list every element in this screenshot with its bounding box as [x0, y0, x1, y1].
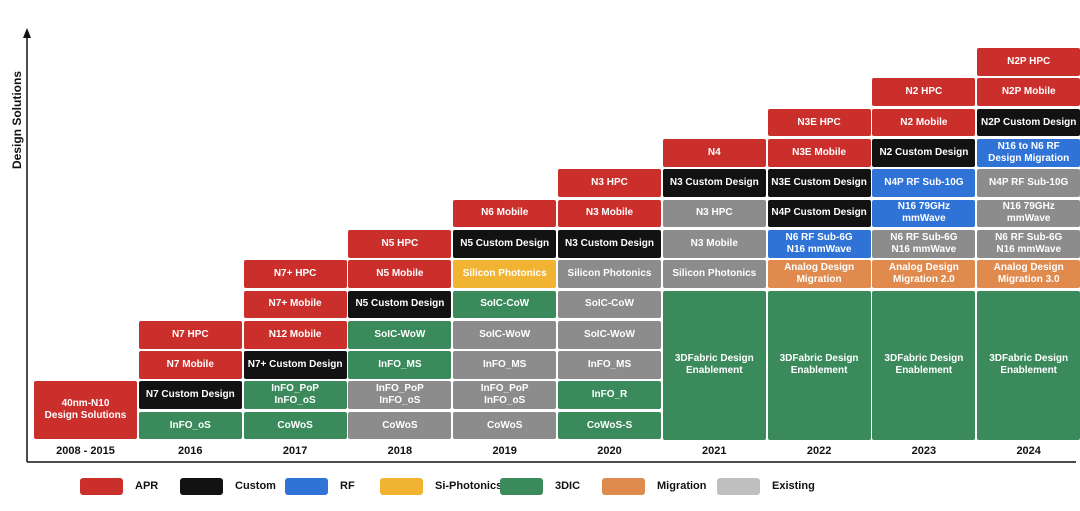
- solution-block-2023-n16-79ghz-mmwave: N16 79GHz mmWave: [872, 199, 976, 228]
- solution-block-2020-silicon-photonics: Silicon Photonics: [558, 260, 661, 288]
- solution-block-2021-n3-custom-design: N3 Custom Design: [662, 169, 766, 198]
- legend-item-migration: Migration: [602, 477, 707, 495]
- solution-block-2021-n3-hpc: N3 HPC: [662, 199, 766, 228]
- solution-block-2018-n5-mobile: N5 Mobile: [348, 260, 452, 288]
- solution-block-2018-info-ms: InFO_MS: [348, 351, 452, 379]
- solution-block-2020-cowos-s: CoWoS-S: [558, 411, 661, 440]
- legend-item-rf: RF: [285, 477, 355, 495]
- solution-block-2016-n7-custom-design: N7 Custom Design: [138, 381, 242, 410]
- solution-block-2023-n4p-rf-sub-10g: N4P RF Sub-10G: [872, 169, 976, 198]
- solution-block-2018-soic-wow: SoIC-WoW: [348, 320, 452, 349]
- legend-label-si-photonics: Si-Photonics: [435, 480, 503, 492]
- solution-block-2021-n4: N4: [662, 139, 766, 167]
- solution-block-2022-n6-rf-sub-6g-n16-mmwave: N6 RF Sub-6G N16 mmWave: [767, 229, 871, 258]
- solution-block-2024-n16-79ghz-mmwave: N16 79GHz mmWave: [977, 199, 1080, 228]
- solution-block-2020-info-ms: InFO_MS: [558, 351, 661, 379]
- solution-block-2022-n4p-custom-design: N4P Custom Design: [767, 199, 871, 228]
- year-label-2019: 2019: [492, 445, 517, 457]
- legend-label-existing: Existing: [772, 480, 815, 492]
- legend-item-custom: Custom: [180, 477, 276, 495]
- solution-block-2022-3dfabric-design-enablement: 3DFabric Design Enablement: [767, 290, 871, 440]
- solution-block-2017-n7-hpc: N7+ HPC: [243, 260, 347, 288]
- solution-block-2020-soic-wow: SoIC-WoW: [558, 320, 661, 349]
- solution-block-2023-analog-design-migration-2-0: Analog Design Migration 2.0: [872, 260, 976, 288]
- solution-block-2008-2015-40nm-n10-design-solutions: 40nm-N10 Design Solutions: [34, 381, 137, 440]
- solution-block-2018-cowos: CoWoS: [348, 411, 452, 440]
- solution-block-2017-n7-custom-design: N7+ Custom Design: [243, 351, 347, 379]
- year-label-2023: 2023: [911, 445, 937, 457]
- legend-swatch-3dic: [500, 477, 543, 495]
- legend-swatch-rf: [285, 477, 328, 495]
- solution-block-2019-n6-mobile: N6 Mobile: [453, 199, 557, 228]
- solution-block-2024-n16-to-n6-rf-design-migration: N16 to N6 RF Design Migration: [977, 139, 1080, 167]
- solution-block-2024-n6-rf-sub-6g-n16-mmwave: N6 RF Sub-6G N16 mmWave: [977, 229, 1080, 258]
- solution-block-2016-info-os: InFO_oS: [138, 411, 242, 440]
- legend-label-migration: Migration: [657, 480, 707, 492]
- solution-block-2019-soic-cow: SoIC-CoW: [453, 290, 557, 319]
- year-label-2020: 2020: [597, 445, 622, 457]
- legend-item-existing: Existing: [717, 477, 815, 495]
- y-axis-arrow-icon: [23, 28, 31, 38]
- legend-swatch-custom: [180, 477, 223, 495]
- solution-block-2018-n5-custom-design: N5 Custom Design: [348, 290, 452, 319]
- solution-block-2023-n2-mobile: N2 Mobile: [872, 108, 976, 137]
- solution-block-2020-n3-hpc: N3 HPC: [558, 169, 661, 198]
- solution-block-2023-n2-custom-design: N2 Custom Design: [872, 139, 976, 167]
- legend-swatch-existing: [717, 477, 760, 495]
- legend-label-apr: APR: [135, 480, 159, 492]
- solution-block-2019-silicon-photonics: Silicon Photonics: [453, 260, 557, 288]
- solution-block-2018-n5-hpc: N5 HPC: [348, 229, 452, 258]
- year-label-2024: 2024: [1016, 445, 1041, 457]
- solution-block-2021-3dfabric-design-enablement: 3DFabric Design Enablement: [662, 290, 766, 440]
- year-label-2022: 2022: [806, 445, 832, 457]
- solution-block-2024-n2p-mobile: N2P Mobile: [977, 78, 1080, 107]
- solution-block-2019-info-pop-info-os: InFO_PoP InFO_oS: [453, 381, 557, 410]
- solution-block-2024-n4p-rf-sub-10g: N4P RF Sub-10G: [977, 169, 1080, 198]
- solution-block-2020-soic-cow: SoIC-CoW: [558, 290, 661, 319]
- legend-label-rf: RF: [340, 480, 355, 492]
- solution-block-2022-analog-design-migration: Analog Design Migration: [767, 260, 871, 288]
- solution-block-2018-info-pop-info-os: InFO_PoP InFO_oS: [348, 381, 452, 410]
- solution-block-2024-n2p-custom-design: N2P Custom Design: [977, 108, 1080, 137]
- solution-block-2017-n7-mobile: N7+ Mobile: [243, 290, 347, 319]
- solution-block-2016-n7-hpc: N7 HPC: [138, 320, 242, 349]
- solution-block-2020-n3-mobile: N3 Mobile: [558, 199, 661, 228]
- year-label-2008-2015: 2008 - 2015: [56, 445, 115, 457]
- solution-block-2022-n3e-mobile: N3E Mobile: [767, 139, 871, 167]
- y-axis-label: Design Solutions: [10, 70, 24, 170]
- solution-block-2020-info-r: InFO_R: [558, 381, 661, 410]
- solution-block-2023-3dfabric-design-enablement: 3DFabric Design Enablement: [872, 290, 976, 440]
- legend-item-3dic: 3DIC: [500, 477, 580, 495]
- solution-block-2017-n12-mobile: N12 Mobile: [243, 320, 347, 349]
- solution-block-2017-info-pop-info-os: InFO_PoP InFO_oS: [243, 381, 347, 410]
- legend-item-si-photonics: Si-Photonics: [380, 477, 502, 495]
- solution-block-2019-soic-wow: SoIC-WoW: [453, 320, 557, 349]
- solution-block-2022-n3e-custom-design: N3E Custom Design: [767, 169, 871, 198]
- legend-swatch-migration: [602, 477, 645, 495]
- year-label-2018: 2018: [387, 445, 413, 457]
- solution-block-2024-n2p-hpc: N2P HPC: [977, 48, 1080, 76]
- solution-block-2017-cowos: CoWoS: [243, 411, 347, 440]
- solution-block-2019-n5-custom-design: N5 Custom Design: [453, 229, 557, 258]
- legend-label-custom: Custom: [235, 480, 276, 492]
- year-label-2021: 2021: [702, 445, 727, 457]
- solution-block-2021-n3-mobile: N3 Mobile: [662, 229, 766, 258]
- solution-block-2023-n6-rf-sub-6g-n16-mmwave: N6 RF Sub-6G N16 mmWave: [872, 229, 976, 258]
- legend-swatch-apr: [80, 477, 123, 495]
- legend-item-apr: APR: [80, 477, 158, 495]
- solution-block-2021-silicon-photonics: Silicon Photonics: [662, 260, 766, 288]
- solution-block-2020-n3-custom-design: N3 Custom Design: [558, 229, 661, 258]
- solution-block-2024-analog-design-migration-3-0: Analog Design Migration 3.0: [977, 260, 1080, 288]
- solution-block-2019-cowos: CoWoS: [453, 411, 557, 440]
- year-label-2017: 2017: [282, 445, 308, 457]
- solution-block-2024-3dfabric-design-enablement: 3DFabric Design Enablement: [977, 290, 1080, 440]
- solution-block-2022-n3e-hpc: N3E HPC: [767, 108, 871, 137]
- legend-swatch-si-photonics: [380, 477, 423, 495]
- solution-block-2023-n2-hpc: N2 HPC: [872, 78, 976, 107]
- legend-label-3dic: 3DIC: [555, 480, 581, 492]
- solution-block-2016-n7-mobile: N7 Mobile: [138, 351, 242, 379]
- solution-block-2019-info-ms: InFO_MS: [453, 351, 557, 379]
- year-label-2016: 2016: [178, 445, 203, 457]
